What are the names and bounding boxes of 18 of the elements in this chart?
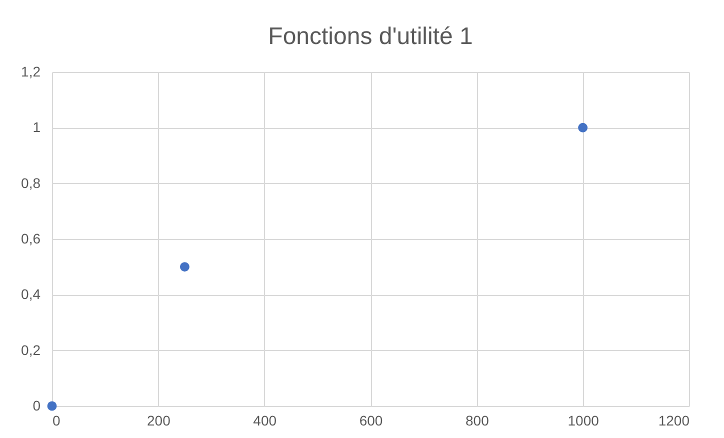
x-tick-label: 1200 (658, 412, 690, 428)
y-tick-label: 1 (32, 119, 41, 136)
y-tick-label: 0,4 (21, 286, 41, 302)
x-tick-label: 800 (465, 412, 490, 428)
x-tick-label: 600 (359, 412, 383, 428)
y-tick-label: 0,6 (21, 230, 41, 246)
point (578, 122, 588, 132)
point (180, 262, 190, 272)
y-tick-label: 1,2 (21, 64, 41, 80)
y-tick-label: 0 (32, 398, 41, 414)
y-tick-label: 0,2 (21, 342, 41, 358)
x-tick-label: 400 (253, 412, 277, 428)
chart-title: Fonctions d'utilité 1 (268, 23, 473, 50)
x-tick-label: 200 (146, 412, 171, 428)
y-tick-label: 0,8 (21, 174, 41, 191)
x-tick-label: 0 (52, 412, 60, 428)
x-tick-label: 1000 (568, 412, 600, 428)
point (47, 401, 57, 411)
